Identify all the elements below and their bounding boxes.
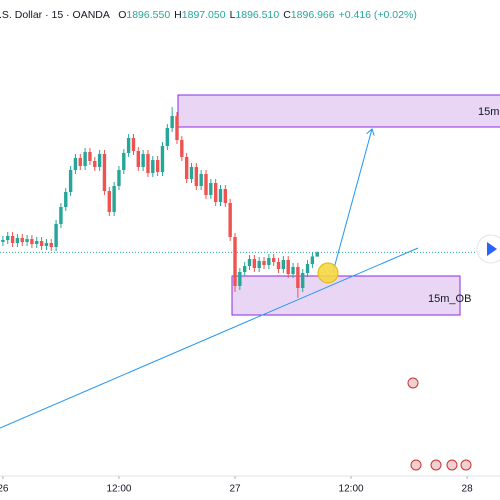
supply-zone: [177, 94, 500, 128]
candle-body: [281, 260, 286, 269]
candle-body: [291, 267, 295, 274]
candle-body: [175, 116, 179, 140]
candle-body: [184, 157, 189, 179]
candle-body: [267, 258, 271, 265]
candle-body: [165, 128, 170, 146]
candle-body: [146, 154, 150, 173]
ohlc-value: 1897.050: [182, 9, 226, 21]
candle-body: [112, 186, 116, 212]
candle-body: [223, 189, 228, 203]
candle-body: [271, 258, 276, 262]
event-icons: [407, 377, 472, 471]
event-icon[interactable]: [407, 377, 419, 389]
ohlc-value: 1896.550: [126, 9, 170, 21]
candle-body: [155, 160, 160, 172]
candle-body: [189, 167, 194, 179]
play-icon: [487, 242, 497, 256]
candle-body: [88, 152, 92, 161]
ohlc-value: 1896.966: [291, 9, 335, 21]
candle-body: [228, 203, 232, 237]
candle-body: [25, 239, 29, 242]
candle-body: [199, 174, 203, 186]
candle-body: [315, 252, 319, 257]
candle-body: [6, 236, 10, 240]
candle-body: [97, 154, 102, 167]
x-tick-label: 28: [462, 484, 474, 495]
x-tick-label: 27: [229, 484, 241, 495]
candle-body: [20, 238, 24, 242]
event-icon[interactable]: [460, 459, 472, 471]
candle-body: [39, 241, 44, 246]
candle-body: [49, 243, 53, 247]
zone-label: 15m_OB: [428, 293, 471, 305]
candle-body: [218, 189, 223, 202]
candle-body: [68, 170, 73, 192]
x-tick-label: 12:00: [339, 484, 364, 495]
candle-body: [141, 154, 145, 167]
candle-body: [276, 262, 281, 269]
event-icon[interactable]: [430, 459, 442, 471]
candle-body: [252, 259, 257, 268]
event-icon[interactable]: [446, 459, 458, 471]
candle-body: [180, 140, 184, 157]
trend-line: [0, 247, 419, 429]
header: .S. Dollar · 15 · OANDA O1896.550 H1897.0…: [0, 9, 417, 21]
candle-body: [209, 183, 213, 195]
ohlc-value: 1896.510: [235, 9, 279, 21]
candle-body: [107, 191, 111, 212]
candle-body: [151, 160, 155, 173]
change: +0.416 (+0.02%): [339, 9, 417, 21]
event-icon[interactable]: [410, 459, 422, 471]
candle-body: [170, 116, 174, 128]
candle-body: [122, 153, 126, 170]
candle-body: [247, 259, 252, 266]
candle-body: [194, 167, 199, 186]
candle-body: [30, 239, 34, 244]
candle-body: [64, 192, 68, 207]
candle-body: [10, 236, 15, 243]
candle-body: [44, 243, 49, 246]
candle-body: [305, 264, 310, 273]
candle-body: [1, 240, 5, 242]
candle-body: [301, 273, 305, 288]
projection-arrow: [332, 129, 372, 273]
candle-body: [54, 224, 58, 247]
candle-body: [15, 238, 20, 243]
candle-body: [136, 151, 140, 167]
candle-body: [126, 138, 131, 153]
candle-body: [242, 266, 247, 272]
candle-body: [204, 174, 208, 195]
ohlc-label: C: [283, 9, 291, 21]
candle-body: [35, 241, 39, 244]
candle-body: [160, 146, 165, 172]
candle-body: [238, 272, 242, 286]
candle-body: [262, 261, 266, 265]
x-tick-label: 12:00: [106, 484, 131, 495]
candle-body: [286, 260, 290, 274]
candle-body: [296, 267, 300, 288]
candle-body: [213, 183, 218, 202]
order-block-zone: [231, 275, 461, 316]
header-line: .S. Dollar · 15 · OANDA O1896.550 H1897.0…: [0, 9, 417, 21]
candle-body: [131, 138, 136, 151]
candle-body: [78, 158, 82, 166]
candle-body: [310, 256, 315, 264]
x-tick-label: 26: [0, 484, 9, 495]
ohlc-label: H: [174, 9, 182, 21]
ohlc-label: L: [230, 9, 236, 21]
candle-body: [59, 207, 63, 224]
candle-body: [257, 261, 261, 268]
candle-body: [73, 158, 78, 170]
entry-marker: [317, 262, 339, 284]
candle-body: [102, 154, 107, 191]
candle-body: [83, 152, 87, 166]
candle-body: [233, 237, 237, 286]
candle-body: [93, 161, 97, 167]
symbol: .S. Dollar · 15 · OANDA: [0, 9, 110, 21]
candle-body: [117, 170, 121, 186]
ohlc-label: O: [118, 9, 126, 21]
zone-label: 15m: [478, 106, 499, 118]
